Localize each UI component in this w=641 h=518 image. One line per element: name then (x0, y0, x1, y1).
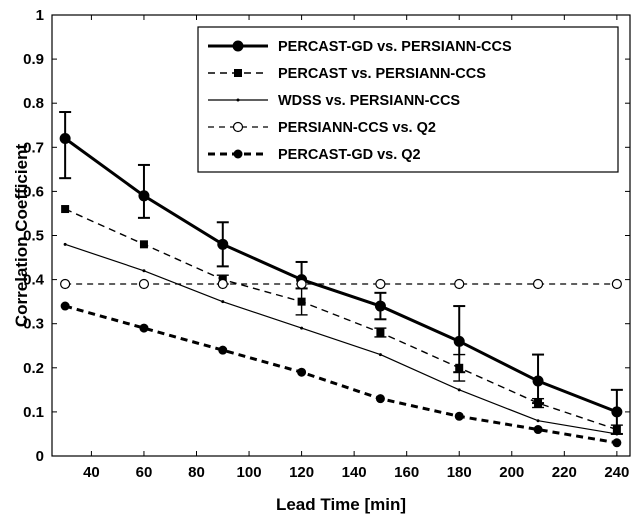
data-point (60, 301, 70, 311)
x-tick-label: 200 (499, 464, 524, 481)
legend-entry: PERCAST vs. PERSIANN-CCS (208, 66, 486, 82)
data-point (63, 242, 67, 246)
y-tick-label: 0.9 (23, 51, 44, 68)
data-point (611, 278, 622, 290)
data-point (375, 278, 386, 290)
y-tick-label: 0.1 (23, 404, 44, 421)
legend-entry: PERCAST-GD vs. PERSIANN-CCS (208, 39, 512, 55)
data-point (138, 278, 150, 290)
series-5 (60, 301, 622, 448)
x-tick-label: 40 (83, 464, 100, 481)
y-tick-label: 0 (36, 448, 44, 465)
legend-marker (234, 69, 242, 77)
axis-ticks: 40 60 80 100 120 140 160 180 200 220 240 0 0.1 0.2 0.3… (23, 7, 630, 481)
x-tick-label: 80 (188, 464, 205, 481)
y-tick-label: 0.8 (23, 95, 44, 112)
legend-label: WDSS vs. PERSIANN-CCS (278, 93, 460, 109)
legend: PERCAST-GD vs. PERSIANN-CCS PERCAST vs. P… (197, 26, 619, 173)
data-point (374, 300, 386, 312)
legend-entry: WDSS vs. PERSIANN-CCS (208, 93, 460, 109)
y-axis-title: Correlation Coefficient (12, 144, 31, 328)
data-point (453, 335, 465, 347)
series-line (64, 208, 618, 431)
x-tick-label: 100 (237, 464, 262, 481)
data-point (138, 190, 150, 202)
series-line (64, 137, 618, 414)
x-tick-label: 160 (394, 464, 419, 481)
data-point (615, 432, 619, 436)
data-point (534, 399, 543, 408)
legend-entry: PERCAST-GD vs. Q2 (208, 147, 421, 163)
data-point (61, 205, 70, 214)
data-point (300, 326, 304, 330)
y-tick-label: 0.7 (23, 139, 44, 156)
data-point (297, 367, 307, 377)
data-point (533, 425, 543, 435)
series-layer (59, 111, 623, 448)
data-point (221, 300, 225, 304)
legend-entry: PERSIANN-CCS vs. Q2 (208, 120, 436, 136)
legend-label: PERCAST-GD vs. Q2 (278, 147, 421, 163)
data-point (536, 419, 540, 423)
y-tick-label: 0.2 (23, 360, 44, 377)
x-tick-label: 180 (447, 464, 472, 481)
series-line (64, 243, 617, 435)
legend-label: PERCAST-GD vs. PERSIANN-CCS (278, 39, 512, 55)
y-tick-label: 0.4 (23, 272, 45, 289)
data-point (139, 323, 149, 333)
data-point (376, 328, 385, 337)
y-tick-label: 0.6 (23, 183, 44, 200)
data-point (59, 132, 71, 144)
data-point (532, 375, 544, 387)
y-tick-label: 1 (36, 7, 44, 24)
legend-marker (236, 98, 240, 102)
data-point (532, 278, 544, 290)
x-axis-title: Lead Time [min] (276, 495, 406, 514)
data-point (611, 406, 623, 418)
data-point (457, 388, 461, 392)
data-point (455, 363, 464, 372)
data-point (218, 345, 228, 355)
data-point (217, 238, 229, 250)
y-tick-label: 0.3 (23, 316, 44, 333)
data-point (612, 438, 622, 448)
legend-marker (232, 40, 244, 52)
data-point (378, 353, 382, 357)
series-3 (63, 242, 619, 436)
legend-marker (233, 149, 243, 159)
x-tick-label: 60 (136, 464, 153, 481)
data-point (296, 278, 307, 290)
data-point (454, 411, 464, 421)
x-tick-label: 120 (289, 464, 314, 481)
x-tick-label: 220 (552, 464, 577, 481)
legend-label: PERCAST vs. PERSIANN-CCS (278, 66, 486, 82)
series-4 (60, 278, 622, 290)
x-tick-label: 140 (342, 464, 367, 481)
y-tick-label: 0.5 (23, 228, 44, 245)
data-point (297, 297, 306, 306)
x-tick-label: 240 (604, 464, 629, 481)
legend-marker (232, 121, 244, 133)
data-point (60, 278, 71, 290)
data-point (217, 278, 228, 290)
data-point (375, 394, 385, 404)
legend-label: PERSIANN-CCS vs. Q2 (278, 120, 436, 136)
data-point (454, 278, 465, 290)
data-point (139, 240, 148, 249)
data-point (612, 425, 621, 434)
data-point (142, 269, 146, 273)
